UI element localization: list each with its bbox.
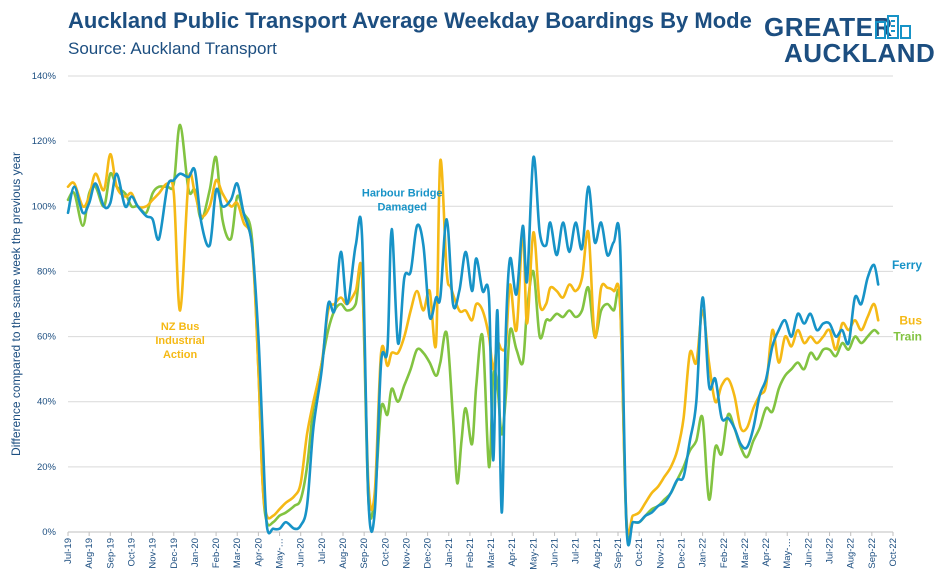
x-tick-label: Mar-21 (486, 538, 497, 568)
x-tick-label: Nov-20 (401, 538, 412, 569)
y-tick-label: 40% (37, 397, 57, 408)
logo-line1: GREATER (764, 12, 893, 42)
annotation-1-line: Damaged (377, 202, 427, 214)
annotation-0-line: Action (163, 349, 198, 361)
x-tick-label: Sep-22 (867, 538, 878, 569)
x-tick-label: Nov-21 (655, 538, 666, 569)
x-tick-label: Dec-20 (423, 538, 434, 569)
y-tick-label: 20% (37, 462, 57, 473)
series-line-bus (66, 152, 880, 536)
x-tick-label: Oct-21 (634, 538, 645, 567)
x-tick-label: Jan-21 (444, 538, 455, 567)
x-tick-label: May-… (782, 538, 793, 569)
y-tick-label: 120% (32, 136, 57, 147)
skyline-icon (875, 15, 911, 39)
x-tick-label: Dec-19 (169, 538, 180, 569)
x-tick-label: Apr-22 (761, 538, 772, 567)
x-tick-label: Oct-19 (126, 538, 137, 567)
annotation-1-line: Harbour Bridge (362, 188, 443, 200)
x-tick-label: Dec-21 (676, 538, 687, 569)
x-tick-label: Nov-19 (148, 538, 159, 569)
x-tick-label: Oct-20 (380, 538, 391, 567)
series-label-train: Train (893, 330, 922, 344)
x-tick-label: May-… (275, 538, 286, 569)
x-tick-label: Jul-20 (317, 538, 328, 564)
x-tick-label: Jan-20 (190, 538, 201, 567)
x-tick-label: May-21 (528, 538, 539, 570)
y-tick-label: 140% (32, 71, 57, 82)
x-tick-label: Jul-21 (571, 538, 582, 564)
x-tick-label: Aug-22 (846, 538, 857, 569)
x-tick-label: Jun-21 (550, 538, 561, 567)
x-tick-label: Feb-21 (465, 538, 476, 568)
y-tick-label: 100% (32, 201, 57, 212)
chart-title: Auckland Public Transport Average Weekda… (68, 8, 752, 33)
x-tick-label: Sep-21 (613, 538, 624, 569)
x-tick-label: Feb-22 (719, 538, 730, 568)
y-tick-label: 60% (37, 332, 57, 343)
x-tick-label: Apr-20 (253, 538, 264, 567)
x-tick-label: Mar-20 (232, 538, 243, 568)
x-tick-label: Jun-20 (296, 538, 307, 567)
series-label-bus: Bus (899, 313, 922, 327)
x-tick-label: Aug-21 (592, 538, 603, 569)
x-tick-label: Mar-22 (740, 538, 751, 568)
x-tick-label: Sep-19 (105, 538, 116, 569)
y-axis-title: Difference compared to the same week the… (9, 152, 23, 456)
x-tick-label: Sep-20 (359, 538, 370, 569)
x-tick-label: Apr-21 (507, 538, 518, 567)
series-line-ferry (66, 155, 880, 547)
annotation-0-line: Industrial (155, 335, 205, 347)
chart-subtitle: Source: Auckland Transport (68, 39, 277, 58)
x-tick-label: Aug-19 (84, 538, 95, 569)
x-tick-label: Jul-22 (825, 538, 836, 564)
x-tick-label: Aug-20 (338, 538, 349, 569)
logo-line2: AUCKLAND (784, 38, 935, 68)
x-tick-label: Jun-22 (803, 538, 814, 567)
y-tick-label: 0% (42, 527, 56, 538)
x-tick-label: Jul-19 (63, 538, 74, 564)
x-tick-label: Jan-22 (698, 538, 709, 567)
greater-auckland-logo: GREATER AUCKLAND (764, 12, 935, 68)
series-label-ferry: Ferry (892, 258, 922, 272)
annotation-0-line: NZ Bus (161, 321, 200, 333)
x-tick-label: Feb-20 (211, 538, 222, 568)
y-tick-label: 80% (37, 266, 57, 277)
x-tick-label: Oct-22 (888, 538, 899, 567)
